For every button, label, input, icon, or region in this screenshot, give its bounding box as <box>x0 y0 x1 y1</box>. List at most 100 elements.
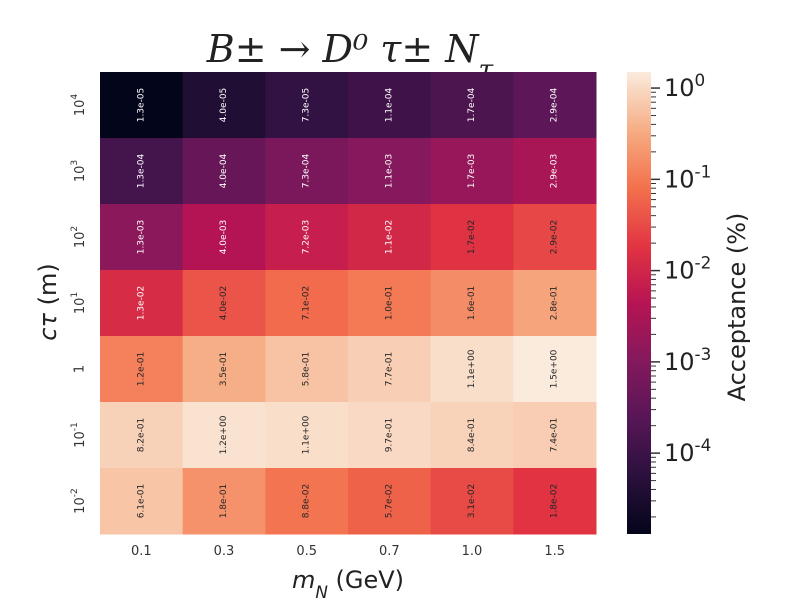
cell-value-label: 8.8e-02 <box>302 484 312 519</box>
heatmap-cell <box>348 468 432 535</box>
heatmap-cell <box>265 204 349 271</box>
cell-value-label: 7.1e-02 <box>302 286 312 321</box>
heatmap-cell <box>182 72 266 139</box>
heatmap-cell <box>513 270 597 337</box>
heatmap-cell <box>430 468 514 535</box>
heatmap-cell <box>265 468 349 535</box>
cell-value-label: 1.3e-03 <box>136 220 146 255</box>
cell-value-label: 1.8e-02 <box>550 484 560 519</box>
cell-value-label: 1.0e-01 <box>384 286 394 321</box>
colorbar-tick-label: 10-4 <box>664 435 711 467</box>
colorbar: 10-4 10-3 10-2 10-1 100 <box>627 70 711 534</box>
x-axis-label: mN (GeV) <box>292 566 404 600</box>
x-tick-label: 0.1 <box>131 544 152 559</box>
x-tick-labels: 0.1 0.3 0.5 0.7 1.0 1.5 <box>131 544 565 559</box>
heatmap-cell <box>348 336 432 403</box>
cell-value-label: 1.3e-02 <box>136 286 146 321</box>
cell-value-label: 4.0e-05 <box>219 88 229 123</box>
cell-value-label: 4.0e-03 <box>219 220 229 255</box>
y-axis-label: cτ (m) <box>34 263 62 340</box>
y-tick-label: 10-2 <box>70 488 88 514</box>
cell-value-label: 1.2e+00 <box>219 415 229 454</box>
heatmap-cell <box>348 204 432 271</box>
cell-value-label: 9.7e-01 <box>384 418 394 453</box>
heatmap-cell <box>513 402 597 469</box>
cell-value-label: 2.9e-03 <box>550 154 560 189</box>
heatmap-cell <box>182 402 266 469</box>
y-tick-labels: 104 103 102 101 1 10-1 10-2 <box>70 94 88 514</box>
cell-value-label: 8.4e-01 <box>467 418 477 453</box>
cell-value-label: 2.8e-01 <box>550 286 560 321</box>
cell-value-label: 1.7e-02 <box>467 220 477 255</box>
heatmap-cells: 1.3e-05 4.0e-05 7.3e-05 1.1e-04 1.7e-04 2.9e-… <box>100 72 597 535</box>
y-tick-label: 10-1 <box>70 422 88 448</box>
heatmap-cell <box>430 204 514 271</box>
cell-value-label: 1.1e-03 <box>384 154 394 189</box>
cell-value-label: 4.0e-02 <box>219 286 229 321</box>
heatmap-cell <box>182 270 266 337</box>
heatmap-cell <box>182 204 266 271</box>
heatmap-cell <box>100 138 184 205</box>
y-tick-label: 1 <box>73 365 88 373</box>
heatmap-cell <box>265 402 349 469</box>
heatmap-cell <box>265 270 349 337</box>
cell-value-label: 7.4e-01 <box>550 418 560 453</box>
x-tick-label: 1.5 <box>544 544 565 559</box>
cell-value-label: 1.1e+00 <box>302 415 312 454</box>
cell-value-label: 1.1e+00 <box>467 349 477 388</box>
heatmap-cell <box>100 270 184 337</box>
colorbar-tick-label: 10-3 <box>664 344 711 376</box>
heatmap-cell <box>100 468 184 535</box>
heatmap-cell <box>182 468 266 535</box>
cell-value-label: 1.7e-04 <box>467 87 477 122</box>
heatmap-cell <box>265 72 349 139</box>
heatmap-cell <box>100 336 184 403</box>
cell-value-label: 1.2e-01 <box>136 352 146 387</box>
cell-value-label: 7.7e-01 <box>384 352 394 387</box>
heatmap-cell <box>348 138 432 205</box>
colorbar-gradient <box>627 72 651 534</box>
x-tick-label: 0.7 <box>379 544 400 559</box>
y-tick-label: 101 <box>70 292 88 314</box>
heatmap-cell <box>348 72 432 139</box>
cell-value-label: 3.5e-01 <box>219 352 229 387</box>
cell-value-label: 1.1e-02 <box>384 220 394 255</box>
cell-value-label: 1.1e-04 <box>384 87 394 122</box>
heatmap-cell <box>430 270 514 337</box>
cell-value-label: 1.3e-05 <box>136 88 146 123</box>
cell-value-label: 1.7e-03 <box>467 154 477 189</box>
heatmap-cell <box>430 402 514 469</box>
heatmap-cell <box>100 204 184 271</box>
cell-value-label: 7.2e-03 <box>302 220 312 255</box>
y-tick-label: 103 <box>70 160 88 183</box>
heatmap-cell <box>430 138 514 205</box>
heatmap-cell <box>348 270 432 337</box>
x-tick-label: 0.5 <box>296 544 317 559</box>
heatmap-cell <box>265 336 349 403</box>
cell-value-label: 2.9e-02 <box>550 220 560 255</box>
x-tick-label: 1.0 <box>462 544 483 559</box>
y-tick-label: 102 <box>70 226 88 248</box>
heatmap-cell <box>513 336 597 403</box>
cell-value-label: 1.3e-04 <box>136 153 146 188</box>
cell-value-label: 3.1e-02 <box>467 484 477 519</box>
heatmap-cell <box>182 336 266 403</box>
heatmap-cell <box>513 138 597 205</box>
colorbar-label: Acceptance (%) <box>723 213 751 402</box>
heatmap-cell <box>513 204 597 271</box>
cell-value-label: 1.8e-01 <box>219 484 229 519</box>
heatmap-cell <box>430 336 514 403</box>
colorbar-tick-label: 10-2 <box>664 253 711 285</box>
heatmap-cell <box>513 72 597 139</box>
colorbar-tick-label: 100 <box>664 70 705 102</box>
heatmap-cell <box>513 468 597 535</box>
y-tick-label: 104 <box>70 94 88 117</box>
cell-value-label: 5.7e-02 <box>384 484 394 519</box>
heatmap-cell <box>182 138 266 205</box>
cell-value-label: 6.1e-01 <box>136 484 146 519</box>
colorbar-tick-label: 10-1 <box>664 161 711 193</box>
cell-value-label: 5.8e-01 <box>302 352 312 387</box>
cell-value-label: 7.3e-04 <box>302 153 312 188</box>
heatmap-cell <box>430 72 514 139</box>
